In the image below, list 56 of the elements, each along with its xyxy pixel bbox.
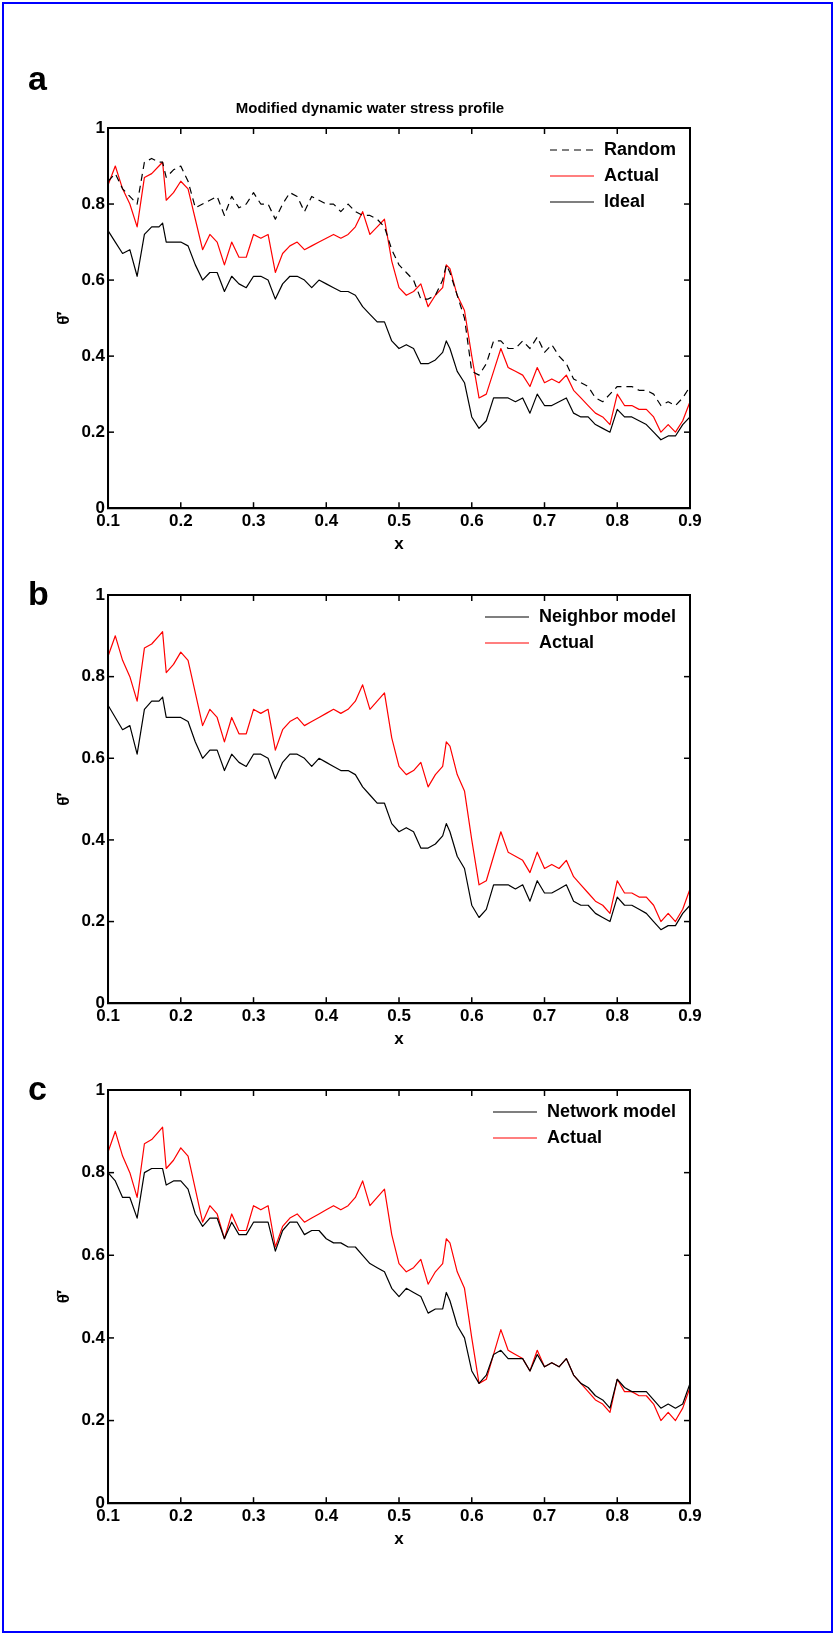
x-tick-label: 0.9 — [678, 1506, 702, 1526]
x-tick-label: 0.2 — [168, 511, 193, 531]
legend-label: Actual — [604, 164, 660, 185]
y-axis-title: θ̄′ — [53, 311, 73, 325]
x-tick-label: 0.3 — [241, 511, 266, 531]
x-tick-label: 0.9 — [678, 1006, 702, 1026]
x-tick-label: 0.3 — [241, 1006, 266, 1026]
x-axis-title: x — [394, 1529, 405, 1549]
x-tick-label: 0.8 — [605, 1506, 630, 1526]
x-tick-label: 0.6 — [459, 1006, 484, 1026]
legend-label: Network model — [546, 1100, 677, 1121]
y-tick-label: 0.2 — [81, 421, 106, 441]
y-tick-label: 1 — [95, 584, 106, 604]
y-tick-label: 0.8 — [81, 1162, 106, 1182]
x-tick-label: 0.5 — [387, 1006, 411, 1026]
y-tick-label: 0.8 — [81, 666, 106, 686]
y-tick-label: 0.4 — [81, 829, 106, 849]
text: a — [28, 59, 48, 97]
text: c — [28, 1069, 47, 1107]
y-tick-label: 0.4 — [81, 345, 106, 365]
legend-label: Actual — [546, 1126, 602, 1147]
x-tick-label: 0.5 — [387, 1506, 411, 1526]
x-tick-label: 0.7 — [532, 1506, 557, 1526]
x-tick-label: 0.8 — [605, 511, 630, 531]
x-axis-title: x — [394, 534, 405, 554]
x-tick-label: 0.4 — [314, 1506, 339, 1526]
y-tick-label: 0.6 — [81, 1244, 106, 1264]
x-tick-label: 0.4 — [314, 511, 339, 531]
x-tick-label: 0.7 — [532, 511, 557, 531]
legend-label: Ideal — [604, 190, 646, 211]
x-tick-label: 0.7 — [532, 1006, 557, 1026]
chart-title: Modified dynamic water stress profile — [235, 99, 505, 117]
y-tick-label: 1 — [95, 117, 106, 137]
y-tick-label: 1 — [95, 1079, 106, 1099]
y-tick-label: 0.2 — [81, 1410, 106, 1430]
y-tick-label: 0.6 — [81, 269, 106, 289]
text: b — [28, 574, 49, 612]
x-tick-label: 0.6 — [459, 1506, 484, 1526]
y-tick-label: 0.4 — [81, 1327, 106, 1347]
legend-label: Random — [604, 138, 676, 159]
x-tick-label: 0.2 — [168, 1506, 193, 1526]
y-tick-label: 0.6 — [81, 747, 106, 767]
y-axis-title: θ̄′ — [53, 792, 73, 806]
y-tick-label: 0.8 — [81, 193, 106, 213]
x-tick-label: 0.4 — [314, 1006, 339, 1026]
legend-label: Actual — [539, 631, 595, 652]
x-tick-label: 0.6 — [459, 511, 484, 531]
x-tick-label: 0.2 — [168, 1006, 193, 1026]
x-tick-label: 0.5 — [387, 511, 411, 531]
y-axis-title: θ̄′ — [53, 1289, 73, 1304]
legend-label: Neighbor model — [539, 605, 677, 626]
x-axis-title: x — [394, 1029, 405, 1049]
x-tick-label: 0.9 — [678, 511, 702, 531]
x-tick-label: 0.8 — [605, 1006, 630, 1026]
x-tick-label: 0.3 — [241, 1506, 266, 1526]
y-tick-label: 0.2 — [81, 911, 106, 931]
